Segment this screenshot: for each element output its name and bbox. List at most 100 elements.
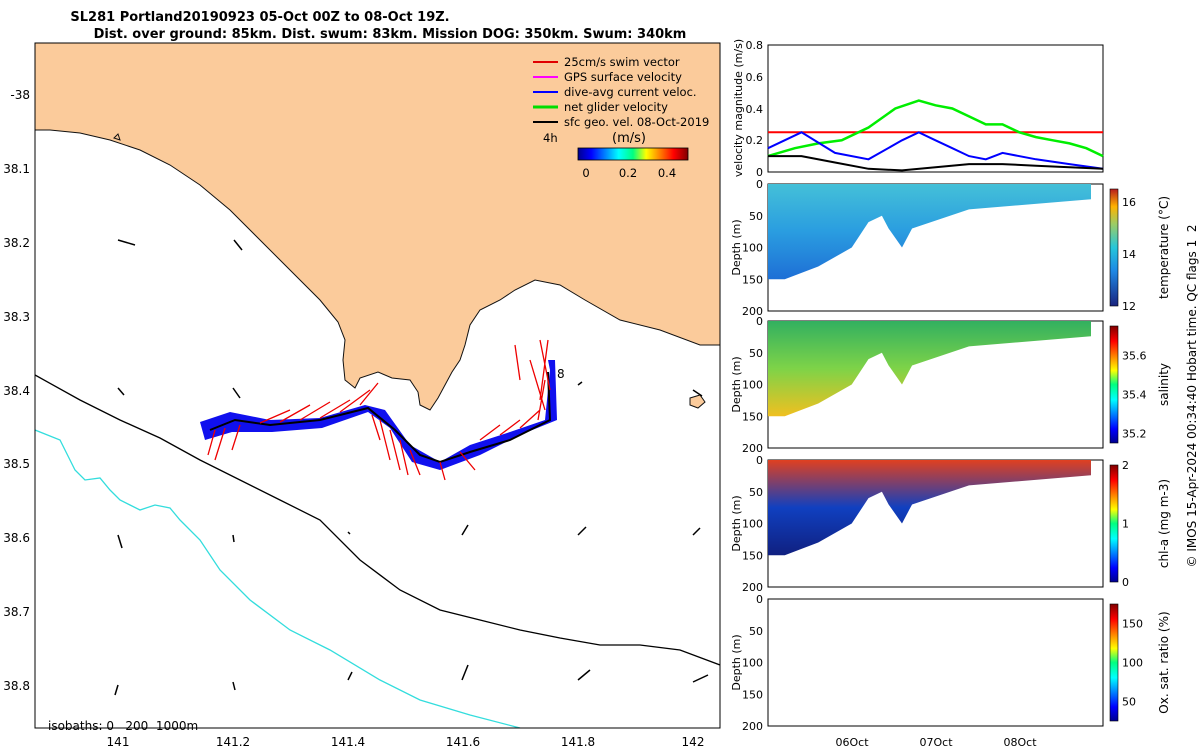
colorbar-tick: 100 bbox=[1122, 657, 1143, 670]
dive-avg-current-swath bbox=[200, 360, 557, 470]
section-colorbar bbox=[1109, 188, 1119, 307]
colorbar-label: salinity bbox=[1157, 363, 1171, 406]
section-y-tick: 50 bbox=[749, 625, 763, 638]
map-legend: 25cm/s swim vector GPS surface velocity … bbox=[533, 55, 709, 180]
colorbar-label: Ox. sat. ratio (%) bbox=[1157, 611, 1171, 713]
section-y-tick: 0 bbox=[756, 454, 763, 467]
colorbar-tick: 14 bbox=[1122, 248, 1136, 261]
vel-y-tick: 0 bbox=[756, 166, 763, 179]
section-data-area bbox=[768, 184, 1091, 280]
islet bbox=[113, 133, 121, 141]
map-x-ticks: 141 141.2 141.4 141.6 141.8 142 bbox=[107, 735, 705, 749]
colorbar-tick: 35.2 bbox=[1122, 427, 1147, 440]
section-y-tick: 150 bbox=[742, 410, 763, 423]
vel-y-tick: 0.2 bbox=[746, 134, 764, 147]
colorbar-tick: 0.2 bbox=[619, 166, 637, 180]
section-y-tick: 200 bbox=[742, 442, 763, 455]
section-y-tick: 150 bbox=[742, 688, 763, 701]
footer-credit: © IMOS 15-Apr-2024 00:34:40 Hobart time.… bbox=[1185, 225, 1199, 568]
isobath-1000m bbox=[35, 429, 521, 728]
velocity-ylabel: velocity magnitude (m/s) bbox=[732, 39, 745, 177]
map-x-tick: 141.6 bbox=[446, 735, 480, 749]
colorbar-tick: 2 bbox=[1122, 459, 1129, 472]
section-y-tick: 150 bbox=[742, 273, 763, 286]
map-y-tick: 38.5 bbox=[3, 457, 30, 471]
section-ylabel: Depth (m) bbox=[730, 495, 743, 551]
figure-title-line1: SL281 Portland20190923 05-Oct 00Z to 08-… bbox=[70, 10, 450, 25]
colorbar-tick: 0 bbox=[582, 166, 589, 180]
section-ylabel: Depth (m) bbox=[730, 219, 743, 275]
section-y-tick: 100 bbox=[742, 518, 763, 531]
map-frame bbox=[34, 42, 721, 729]
velocity-frame bbox=[767, 44, 1104, 173]
speed-colorbar bbox=[577, 147, 689, 161]
section-y-tick: 0 bbox=[756, 593, 763, 606]
net-track-line bbox=[209, 371, 552, 464]
time-tick: 06Oct bbox=[835, 736, 869, 749]
vel-y-tick: 0.6 bbox=[746, 71, 764, 84]
section-y-tick: 0 bbox=[756, 315, 763, 328]
vel-y-tick: 0.8 bbox=[746, 39, 764, 52]
figure-title-line2: Dist. over ground: 85km. Dist. swum: 83k… bbox=[93, 27, 687, 42]
velocity-series-line bbox=[768, 155, 1104, 172]
isobath-label: isobaths: 0 200 1000m bbox=[48, 719, 198, 733]
geostrophic-arrows bbox=[114, 239, 709, 696]
velocity-series-line bbox=[767, 99, 1104, 158]
section-colorbar bbox=[1109, 464, 1119, 583]
velocity-y-ticks: 0 0.2 0.4 0.6 0.8 bbox=[746, 39, 764, 179]
lady-julia-percy-island bbox=[689, 394, 706, 409]
section-y-tick: 50 bbox=[749, 486, 763, 499]
colorbar-tick: 50 bbox=[1122, 696, 1136, 709]
section-y-tick: 100 bbox=[742, 379, 763, 392]
map-x-tick: 141.8 bbox=[561, 735, 595, 749]
section-frame bbox=[767, 598, 1104, 727]
section-ylabel: Depth (m) bbox=[730, 634, 743, 690]
map-annotation-8: 8 bbox=[557, 367, 565, 381]
section-ylabel: Depth (m) bbox=[730, 356, 743, 412]
colorbar-tick: 16 bbox=[1122, 196, 1136, 209]
time-tick: 08Oct bbox=[1003, 736, 1037, 749]
section-data-area bbox=[768, 321, 1091, 417]
swim-vectors bbox=[207, 339, 551, 481]
colorbar-tick: 150 bbox=[1122, 618, 1143, 631]
map-x-tick: 141 bbox=[107, 735, 130, 749]
colorbar-tick: 35.6 bbox=[1122, 349, 1147, 362]
section-panel: 0 50 100 150 200 Depth (m) 50 100 150 Ox. sat. ra… bbox=[730, 593, 1171, 733]
section-panel: 0 50 100 150 200 Depth (m) 35.2 35.4 35.6 salinit… bbox=[730, 315, 1171, 455]
colorbar-tick: 12 bbox=[1122, 300, 1136, 313]
section-panel: 0 50 100 150 200 Depth (m) 0 1 2 chl-a (mg m-3) bbox=[730, 454, 1171, 594]
section-y-tick: 100 bbox=[742, 657, 763, 670]
section-colorbar bbox=[1109, 603, 1119, 722]
section-y-tick: 50 bbox=[749, 210, 763, 223]
section-y-tick: 200 bbox=[742, 720, 763, 733]
section-y-tick: 100 bbox=[742, 242, 763, 255]
colorbar-tick: 0.4 bbox=[658, 166, 676, 180]
velocity-series-line bbox=[767, 131, 1104, 170]
map-x-tick: 141.4 bbox=[331, 735, 365, 749]
map-y-tick: 38.1 bbox=[3, 162, 30, 176]
map-y-tick: -38 bbox=[10, 88, 30, 102]
map-y-tick: 38.4 bbox=[3, 384, 30, 398]
section-y-tick: 200 bbox=[742, 305, 763, 318]
colorbar-label: temperature (°C) bbox=[1157, 196, 1171, 299]
vel-y-tick: 0.4 bbox=[746, 103, 764, 116]
map-y-tick: 38.6 bbox=[3, 531, 30, 545]
legend-label: dive-avg current veloc. bbox=[564, 85, 697, 99]
section-y-tick: 150 bbox=[742, 549, 763, 562]
time-axis: 06Oct 07Oct 08Oct bbox=[835, 736, 1037, 749]
colorbar-tick: 0 bbox=[1122, 576, 1129, 589]
map-y-tick: 38.8 bbox=[3, 679, 30, 693]
interval-label: 4h bbox=[543, 131, 558, 145]
section-data-area bbox=[768, 460, 1091, 556]
legend-label: net glider velocity bbox=[564, 100, 668, 114]
map-panel: 8 141 141.2 141.4 141.6 141.8 142 -38 38… bbox=[3, 42, 721, 749]
section-y-tick: 200 bbox=[742, 581, 763, 594]
section-panel: 0 50 100 150 200 Depth (m) 12 14 16 temperature (… bbox=[730, 178, 1171, 318]
colorbar-title: (m/s) bbox=[612, 131, 646, 146]
map-y-tick: 38.3 bbox=[3, 310, 30, 324]
legend-label: GPS surface velocity bbox=[564, 70, 682, 84]
legend-label: sfc geo. vel. 08-Oct-2019 bbox=[564, 115, 709, 129]
map-y-ticks: -38 38.1 38.2 38.3 38.4 38.5 38.6 38.7 3… bbox=[3, 88, 30, 693]
